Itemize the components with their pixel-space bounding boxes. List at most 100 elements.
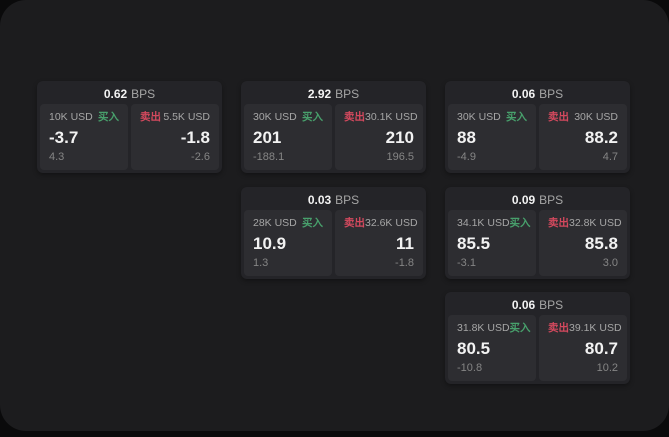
bps-header: 0.06 BPS [448,84,627,104]
sell-amount: 32.8K USD [569,217,622,229]
bps-value: 0.06 [511,298,536,312]
sell-amount: 30K USD [574,111,618,123]
buy-amount: 10K USD [49,111,93,123]
buy-sell-panels: 10K USD 买入 -3.7 4.3 卖出 5.5K USD -1.8 -2.… [40,104,219,170]
buy-side-label: 买入 [302,217,323,229]
buy-panel-labels: 31.8K USD 买入 [457,322,531,334]
sell-price: 210 [385,127,414,147]
sell-panel-labels: 卖出 5.5K USD [140,112,210,123]
bps-value: 2.92 [307,87,332,101]
bps-header: 0.09 BPS [448,190,627,210]
sell-price: 80.7 [584,338,618,358]
quote-card: 0.09 BPS 34.1K USD 买入 85.5 -3.1 卖出 32.8K… [445,187,630,279]
bps-value: 0.09 [511,193,536,207]
buy-panel[interactable]: 34.1K USD 买入 85.5 -3.1 [448,210,536,276]
sell-amount: 32.6K USD [365,217,418,229]
bps-value: 0.03 [307,193,332,207]
buy-delta: -3.1 [457,257,476,269]
buy-panel[interactable]: 31.8K USD 买入 80.5 -10.8 [448,315,536,381]
sell-panel-labels: 卖出 32.6K USD [344,217,418,229]
buy-panel[interactable]: 10K USD 买入 -3.7 4.3 [40,104,128,170]
sell-price: -1.8 [180,127,210,147]
sell-panel[interactable]: 卖出 30.1K USD 210 196.5 [335,104,423,170]
buy-amount: 34.1K USD [457,217,510,229]
buy-panel[interactable]: 30K USD 买入 201 -188.1 [244,104,332,170]
sell-panel-labels: 卖出 30K USD [548,112,618,123]
sell-delta: 4.7 [602,151,618,163]
buy-delta: -4.9 [457,151,476,163]
buy-panel-labels: 34.1K USD 买入 [457,217,531,229]
bps-unit-label: BPS [539,87,564,101]
buy-delta: -188.1 [253,151,285,163]
buy-panel-labels: 10K USD 买入 [49,112,119,123]
buy-panel[interactable]: 28K USD 买入 10.9 1.3 [244,210,332,276]
buy-sell-panels: 30K USD 买入 201 -188.1 卖出 30.1K USD 210 1… [244,104,423,170]
sell-price: 88.2 [584,127,618,147]
sell-price: 11 [396,233,414,253]
buy-price: 10.9 [253,233,287,253]
sell-amount: 30.1K USD [365,111,418,123]
buy-side-label: 买入 [509,322,531,334]
buy-side-label: 买入 [302,111,323,123]
sell-side-label: 卖出 [548,111,569,123]
sell-delta: 10.2 [596,362,618,374]
sell-panel[interactable]: 卖出 32.6K USD 11 -1.8 [335,210,423,276]
sell-side-label: 卖出 [344,217,365,229]
sell-side-label: 卖出 [548,322,569,334]
buy-amount: 31.8K USD [457,322,510,334]
sell-panel[interactable]: 卖出 30K USD 88.2 4.7 [539,104,627,170]
bps-unit-label: BPS [335,87,360,101]
sell-panel-labels: 卖出 30.1K USD [344,111,418,123]
buy-price: -3.7 [49,127,79,147]
buy-price: 80.5 [457,338,491,358]
sell-delta: -1.8 [395,257,414,269]
buy-sell-panels: 30K USD 买入 88 -4.9 卖出 30K USD 88.2 4.7 [448,104,627,170]
quote-card: 0.06 BPS 31.8K USD 买入 80.5 -10.8 卖出 39.1… [445,292,630,384]
sell-panel-labels: 卖出 39.1K USD [548,322,622,334]
buy-amount: 28K USD [253,217,297,229]
sell-delta: 196.5 [386,151,414,163]
quote-card: 0.62 BPS 10K USD 买入 -3.7 4.3 卖出 5.5K USD… [37,81,222,173]
bps-header: 0.62 BPS [40,84,219,104]
buy-price: 88 [457,127,476,147]
buy-delta: 1.3 [253,257,269,269]
bps-unit-label: BPS [539,298,564,312]
buy-price: 201 [253,127,282,147]
buy-amount: 30K USD [253,111,297,123]
bps-value: 0.06 [511,87,536,101]
bps-header: 2.92 BPS [244,84,423,104]
sell-panel[interactable]: 卖出 32.8K USD 85.8 3.0 [539,210,627,276]
buy-side-label: 买入 [506,111,527,123]
buy-delta: -10.8 [457,362,483,374]
buy-side-label: 买入 [509,217,531,229]
sell-panel[interactable]: 卖出 39.1K USD 80.7 10.2 [539,315,627,381]
buy-side-label: 买入 [98,111,119,123]
bps-unit-label: BPS [539,193,564,207]
quote-card: 0.03 BPS 28K USD 买入 10.9 1.3 卖出 32.6K US… [241,187,426,279]
sell-panel[interactable]: 卖出 5.5K USD -1.8 -2.6 [131,104,219,170]
sell-amount: 39.1K USD [569,322,622,334]
sell-side-label: 卖出 [344,111,365,123]
buy-panel-labels: 30K USD 买入 [457,112,527,123]
buy-sell-panels: 34.1K USD 买入 85.5 -3.1 卖出 32.8K USD 85.8… [448,210,627,276]
quote-card: 2.92 BPS 30K USD 买入 201 -188.1 卖出 30.1K … [241,81,426,173]
quote-card: 0.06 BPS 30K USD 买入 88 -4.9 卖出 30K USD 8… [445,81,630,173]
bps-unit-label: BPS [131,87,156,101]
buy-panel[interactable]: 30K USD 买入 88 -4.9 [448,104,536,170]
sell-panel-labels: 卖出 32.8K USD [548,217,622,229]
sell-delta: 3.0 [602,257,618,269]
bps-value: 0.62 [103,87,128,101]
sell-side-label: 卖出 [140,111,161,123]
bps-unit-label: BPS [335,193,360,207]
buy-delta: 4.3 [49,151,65,163]
bps-header: 0.03 BPS [244,190,423,210]
sell-delta: -2.6 [191,151,210,163]
buy-panel-labels: 30K USD 买入 [253,112,323,123]
sell-side-label: 卖出 [548,217,569,229]
buy-sell-panels: 31.8K USD 买入 80.5 -10.8 卖出 39.1K USD 80.… [448,315,627,381]
bps-header: 0.06 BPS [448,295,627,315]
buy-panel-labels: 28K USD 买入 [253,218,323,229]
sell-price: 85.8 [584,233,618,253]
buy-price: 85.5 [457,233,491,253]
